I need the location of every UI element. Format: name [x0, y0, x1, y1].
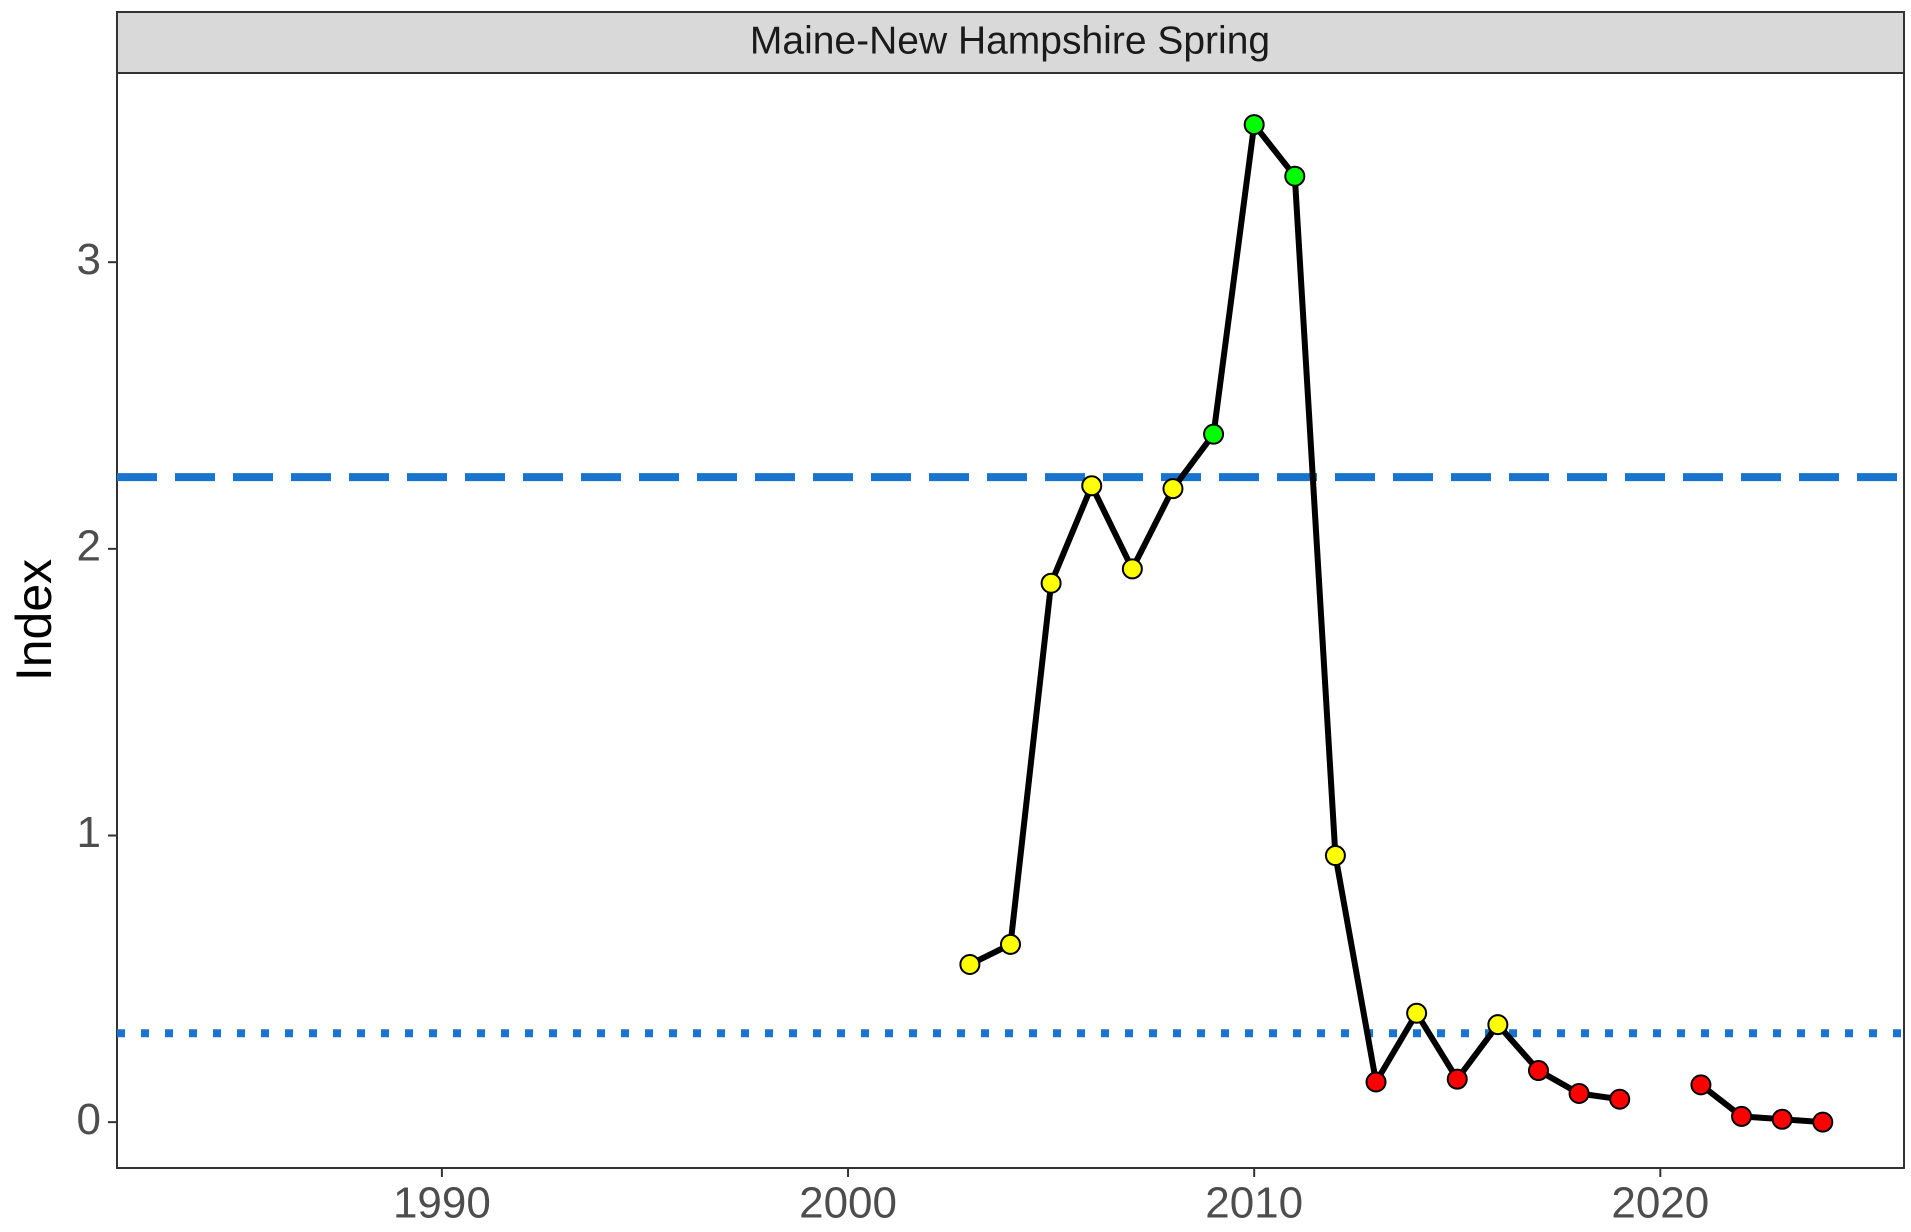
panel-border	[116, 72, 1905, 1169]
chart-title: Maine-New Hampshire Spring	[750, 19, 1270, 62]
data-point	[1000, 933, 1021, 955]
data-point	[1121, 558, 1143, 580]
y-axis-label: Index	[6, 559, 62, 681]
data-point	[1771, 1108, 1793, 1130]
data-point	[1690, 1074, 1712, 1096]
data-point	[1284, 165, 1306, 187]
x-tick-label: 1990	[393, 1179, 491, 1228]
data-point	[1609, 1088, 1631, 1110]
data-line	[968, 121, 1823, 1126]
y-tick-label: 2	[77, 521, 101, 570]
data-point	[1324, 845, 1346, 867]
data-point	[1812, 1111, 1834, 1133]
data-point	[1487, 1014, 1509, 1036]
data-point	[1731, 1105, 1753, 1127]
x-tick-label: 2010	[1205, 1179, 1303, 1228]
y-tick-label: 0	[77, 1095, 101, 1144]
data-point	[1527, 1060, 1549, 1082]
data-point	[1365, 1071, 1387, 1093]
y-tick-label: 3	[77, 235, 101, 284]
data-point	[959, 953, 981, 975]
data-point	[1243, 114, 1265, 136]
data-point	[1203, 423, 1225, 445]
data-point	[1406, 1002, 1428, 1024]
data-point	[1040, 572, 1062, 594]
data-point	[1162, 478, 1184, 500]
data-point	[1568, 1082, 1590, 1104]
x-tick-label: 2000	[799, 1179, 897, 1228]
y-tick-label: 1	[77, 808, 101, 857]
data-point	[1446, 1068, 1468, 1090]
facet-strip	[116, 11, 1905, 74]
x-tick-label: 2020	[1611, 1179, 1709, 1228]
data-point	[1081, 475, 1103, 497]
